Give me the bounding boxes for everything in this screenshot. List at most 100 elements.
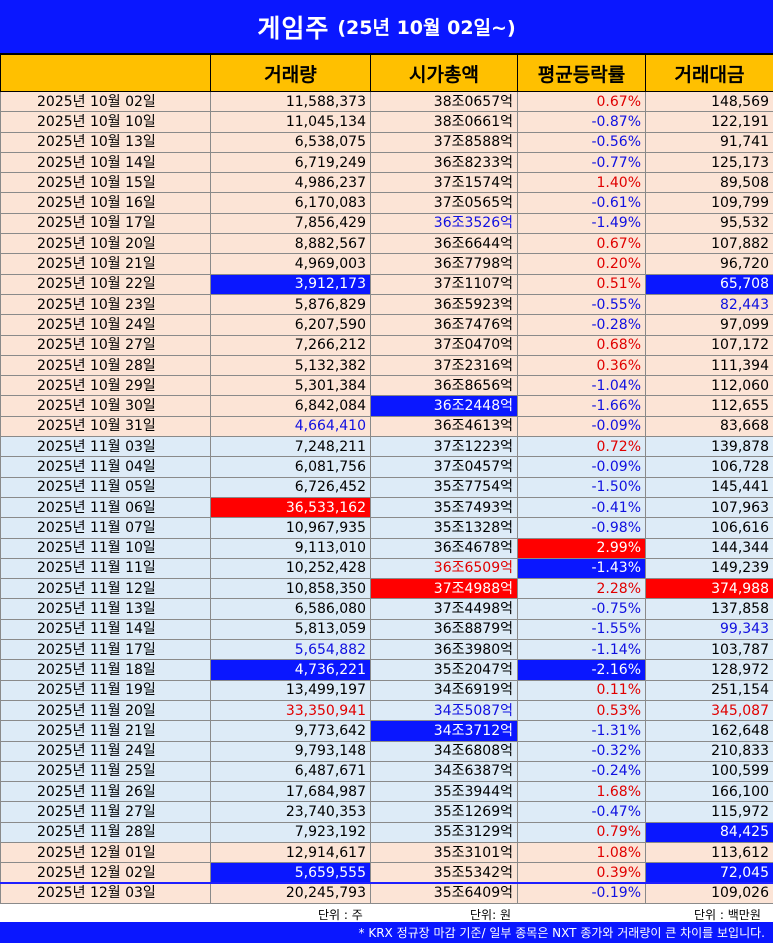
row-change: 0.36% <box>517 354 646 377</box>
row-date: 2025년 11월 10일 <box>0 537 211 559</box>
table-row: 2025년 10월 20일 8,882,567 36조6644억 0.67% 107,8… <box>0 233 773 255</box>
row-date: 2025년 10월 17일 <box>0 212 211 235</box>
row-volume: 3,912,173 <box>210 273 371 295</box>
row-date: 2025년 11월 20일 <box>0 699 211 722</box>
row-change: 0.51% <box>517 273 646 295</box>
row-market-cap: 35조2047억 <box>370 659 518 681</box>
row-volume: 12,914,617 <box>210 841 371 864</box>
row-trade-value: 84,425 <box>645 821 773 843</box>
row-volume: 5,876,829 <box>210 293 371 316</box>
row-trade-value: 166,100 <box>645 781 773 803</box>
row-date: 2025년 11월 25일 <box>0 760 211 783</box>
table-row: 2025년 12월 02일 5,659,555 35조5342억 0.39% 72,04… <box>0 862 773 884</box>
row-date: 2025년 10월 15일 <box>0 172 211 194</box>
unit-market-cap: 단위: 원 <box>470 908 511 922</box>
row-market-cap: 34조5087억 <box>370 699 518 722</box>
row-change: -0.19% <box>517 882 646 904</box>
table-row: 2025년 10월 16일 6,170,083 37조0565억 -0.61% 109,… <box>0 192 773 214</box>
row-volume: 5,659,555 <box>210 862 371 884</box>
row-volume: 10,252,428 <box>210 557 371 580</box>
row-change: -1.66% <box>517 395 646 417</box>
row-market-cap: 34조6387억 <box>370 760 518 783</box>
row-date: 2025년 11월 21일 <box>0 720 211 742</box>
table-row: 2025년 11월 03일 7,248,211 37조1223억 0.72% 139,8… <box>0 436 773 458</box>
table-row: 2025년 11월 24일 9,793,148 34조6808억 -0.32% 210,… <box>0 740 773 762</box>
row-market-cap: 34조6919억 <box>370 679 518 701</box>
row-date: 2025년 11월 13일 <box>0 598 211 620</box>
unit-trade-value: 단위 : 백만원 <box>694 908 761 922</box>
row-market-cap: 35조3101억 <box>370 841 518 864</box>
row-market-cap: 36조3980억 <box>370 639 518 661</box>
row-trade-value: 82,443 <box>645 293 773 316</box>
table-row: 2025년 11월 18일 4,736,221 35조2047억 -2.16% 128,… <box>0 659 773 681</box>
row-date: 2025년 11월 04일 <box>0 456 211 478</box>
row-trade-value: 125,173 <box>645 151 773 174</box>
row-change: -0.56% <box>517 131 646 153</box>
row-change: 1.08% <box>517 841 646 864</box>
row-volume: 20,245,793 <box>210 882 371 904</box>
row-trade-value: 128,972 <box>645 659 773 681</box>
row-market-cap: 35조1328억 <box>370 517 518 539</box>
row-change: 0.20% <box>517 253 646 275</box>
row-date: 2025년 12월 02일 <box>0 862 211 884</box>
row-date: 2025년 11월 18일 <box>0 659 211 681</box>
row-date: 2025년 10월 31일 <box>0 415 211 438</box>
row-change: 0.72% <box>517 436 646 458</box>
row-market-cap: 35조3129억 <box>370 821 518 843</box>
table-row: 2025년 11월 19일 13,499,197 34조6919억 0.11% 251,… <box>0 679 773 701</box>
table-row: 2025년 10월 30일 6,842,084 36조2448억 -1.66% 112,… <box>0 395 773 417</box>
table-row: 2025년 10월 31일 4,664,410 36조4613억 -0.09% 83,6… <box>0 415 773 438</box>
table-row: 2025년 11월 07일 10,967,935 35조1328억 -0.98% 106… <box>0 517 773 539</box>
row-date: 2025년 12월 03일 <box>0 882 211 904</box>
title-bar: 게임주 (25년 10월 02일~) <box>0 0 773 54</box>
table-row: 2025년 11월 21일 9,773,642 34조3712억 -1.31% 162,… <box>0 720 773 742</box>
row-trade-value: 95,532 <box>645 212 773 235</box>
row-trade-value: 374,988 <box>645 578 773 600</box>
row-date: 2025년 11월 11일 <box>0 557 211 580</box>
table-row: 2025년 10월 15일 4,986,237 37조1574억 1.40% 89,50… <box>0 172 773 194</box>
row-change: 0.53% <box>517 699 646 722</box>
table-row: 2025년 11월 20일 33,350,941 34조5087억 0.53% 345,… <box>0 699 773 722</box>
row-change: -0.47% <box>517 801 646 823</box>
row-volume: 6,081,756 <box>210 456 371 478</box>
footnote: * KRX 정규장 마감 기준/ 일부 종목은 NXT 종가와 거래량이 큰 차… <box>0 922 773 943</box>
row-change: -0.24% <box>517 760 646 783</box>
row-trade-value: 148,569 <box>645 90 773 113</box>
row-market-cap: 37조0470억 <box>370 334 518 356</box>
row-volume: 4,986,237 <box>210 172 371 194</box>
row-date: 2025년 11월 17일 <box>0 639 211 661</box>
row-date: 2025년 11월 03일 <box>0 436 211 458</box>
row-market-cap: 36조8233억 <box>370 151 518 174</box>
row-change: -1.31% <box>517 720 646 742</box>
table-row: 2025년 11월 04일 6,081,756 37조0457억 -0.09% 106,… <box>0 456 773 478</box>
row-market-cap: 34조3712억 <box>370 720 518 742</box>
row-volume: 17,684,987 <box>210 781 371 803</box>
row-trade-value: 107,172 <box>645 334 773 356</box>
row-trade-value: 89,508 <box>645 172 773 194</box>
row-date: 2025년 10월 27일 <box>0 334 211 356</box>
row-market-cap: 36조8879억 <box>370 618 518 641</box>
row-change: 0.11% <box>517 679 646 701</box>
row-volume: 6,586,080 <box>210 598 371 620</box>
table-row: 2025년 11월 10일 9,113,010 36조4678억 2.99% 144,3… <box>0 537 773 559</box>
row-market-cap: 37조1223억 <box>370 436 518 458</box>
row-market-cap: 37조0565억 <box>370 192 518 214</box>
row-market-cap: 35조3944억 <box>370 781 518 803</box>
row-change: 2.28% <box>517 578 646 600</box>
row-date: 2025년 11월 27일 <box>0 801 211 823</box>
table-row: 2025년 10월 10일 11,045,134 38조0661억 -0.87% 122… <box>0 111 773 133</box>
row-trade-value: 162,648 <box>645 720 773 742</box>
row-change: -0.98% <box>517 517 646 539</box>
row-date: 2025년 11월 24일 <box>0 740 211 762</box>
row-volume: 10,967,935 <box>210 517 371 539</box>
row-volume: 6,726,452 <box>210 476 371 498</box>
row-volume: 13,499,197 <box>210 679 371 701</box>
row-market-cap: 38조0661억 <box>370 111 518 133</box>
row-change: -1.49% <box>517 212 646 235</box>
row-trade-value: 251,154 <box>645 679 773 701</box>
header-trade-value: 거래대금 <box>645 54 773 92</box>
row-volume: 5,132,382 <box>210 354 371 377</box>
row-market-cap: 37조4498억 <box>370 598 518 620</box>
row-trade-value: 210,833 <box>645 740 773 762</box>
row-trade-value: 145,441 <box>645 476 773 498</box>
